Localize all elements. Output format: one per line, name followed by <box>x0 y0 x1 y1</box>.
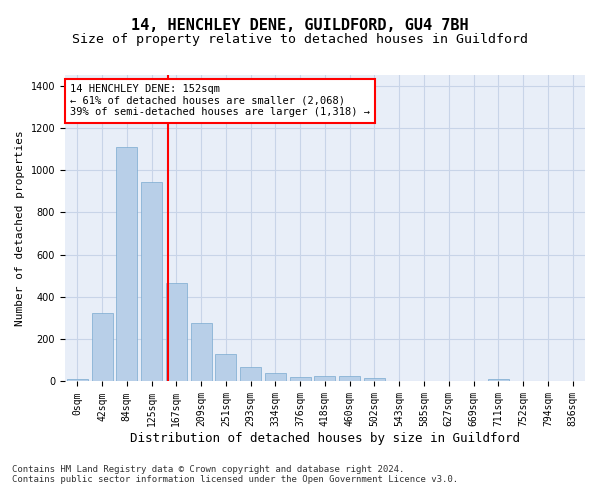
Bar <box>166 283 187 382</box>
Bar <box>488 379 509 382</box>
Text: 14 HENCHLEY DENE: 152sqm
← 61% of detached houses are smaller (2,068)
39% of sem: 14 HENCHLEY DENE: 152sqm ← 61% of detach… <box>70 84 370 117</box>
X-axis label: Distribution of detached houses by size in Guildford: Distribution of detached houses by size … <box>130 432 520 445</box>
Text: Contains public sector information licensed under the Open Government Licence v3: Contains public sector information licen… <box>12 476 458 484</box>
Text: 14, HENCHLEY DENE, GUILDFORD, GU4 7BH: 14, HENCHLEY DENE, GUILDFORD, GU4 7BH <box>131 18 469 32</box>
Bar <box>92 313 113 382</box>
Bar <box>191 324 212 382</box>
Bar <box>141 182 162 382</box>
Bar <box>67 380 88 382</box>
Y-axis label: Number of detached properties: Number of detached properties <box>15 130 25 326</box>
Text: Contains HM Land Registry data © Crown copyright and database right 2024.: Contains HM Land Registry data © Crown c… <box>12 466 404 474</box>
Bar <box>265 373 286 382</box>
Bar <box>116 147 137 382</box>
Bar <box>314 376 335 382</box>
Bar <box>339 376 360 382</box>
Bar <box>215 354 236 382</box>
Text: Size of property relative to detached houses in Guildford: Size of property relative to detached ho… <box>72 32 528 46</box>
Bar <box>290 377 311 382</box>
Bar <box>240 366 261 382</box>
Bar <box>364 378 385 382</box>
